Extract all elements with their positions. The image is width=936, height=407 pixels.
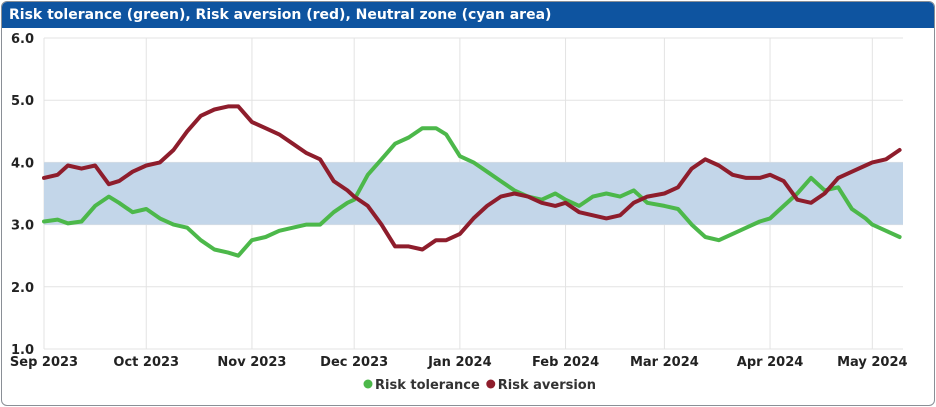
legend-label: Risk aversion <box>498 378 596 393</box>
x-tick-label: Apr 2024 <box>737 355 804 370</box>
axes: 1.0 2.0 3.0 4.0 5.0 6.0 Sep 2023 Oct 2023 Nov 20… <box>10 32 908 370</box>
legend-marker <box>486 379 496 389</box>
legend-label: Risk tolerance <box>375 378 480 393</box>
legend: Risk tolerance Risk aversion <box>363 378 596 393</box>
x-tick-label: Dec 2023 <box>320 355 388 370</box>
series-line-risk-aversion <box>42 104 902 252</box>
x-tick-label: Sep 2023 <box>10 355 78 370</box>
x-tick-label: Oct 2023 <box>113 355 179 370</box>
x-tick-label: May 2024 <box>837 355 908 370</box>
chart-title: Risk tolerance (green), Risk aversion (r… <box>2 2 934 28</box>
y-tick-label: 1.0 <box>11 343 34 358</box>
x-tick-label: Mar 2024 <box>630 355 699 370</box>
series-lines <box>42 104 902 258</box>
series-line-risk-tolerance <box>42 126 902 258</box>
y-tick-label: 4.0 <box>11 156 34 171</box>
y-tick-label: 6.0 <box>11 32 34 47</box>
x-tick-label: Nov 2023 <box>217 355 286 370</box>
legend-marker <box>363 379 373 389</box>
y-tick-label: 5.0 <box>11 94 34 109</box>
y-tick-label: 2.0 <box>11 281 34 296</box>
neutral-zone-band <box>44 162 903 225</box>
x-tick-label: Jan 2024 <box>427 355 492 370</box>
x-tick-label: Feb 2024 <box>532 355 599 370</box>
y-tick-label: 3.0 <box>11 219 34 234</box>
